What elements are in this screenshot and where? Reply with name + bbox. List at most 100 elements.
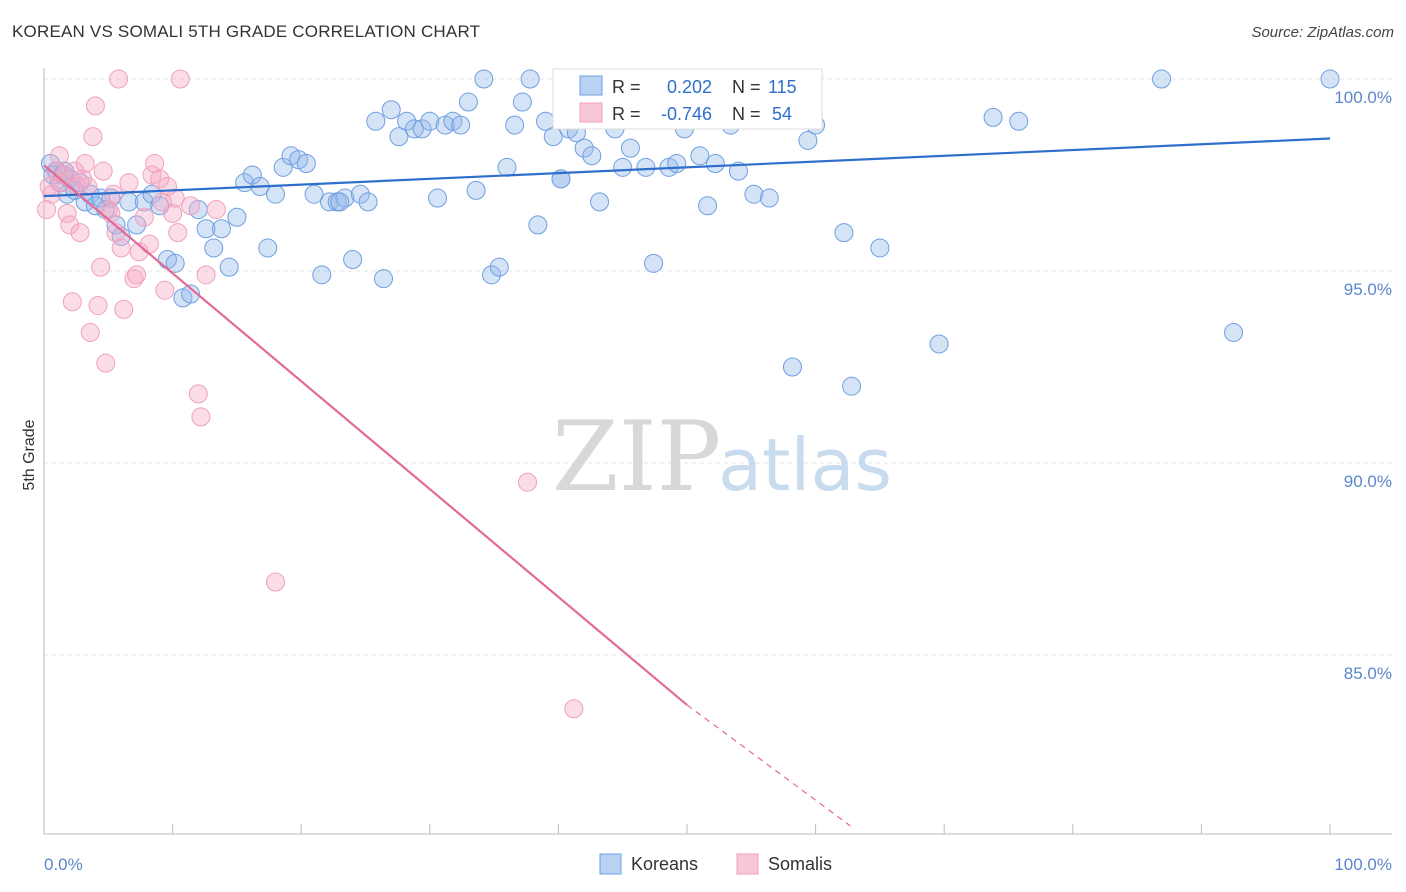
korean-point-57 (428, 188, 448, 208)
somali-point-30 (119, 173, 139, 193)
korean-point-107 (983, 107, 1003, 127)
korean-point-43 (319, 192, 339, 212)
korean-point-93 (705, 153, 725, 173)
korean-point-65 (489, 257, 509, 277)
korean-point-54 (404, 119, 424, 139)
korean-point-113 (330, 192, 350, 212)
somali-point-24 (101, 203, 121, 223)
somali-point-40 (155, 280, 175, 300)
somali-point-22 (96, 353, 116, 373)
korean-point-81 (613, 157, 633, 177)
korean-point-55 (412, 119, 432, 139)
korean-point-50 (374, 269, 394, 289)
somali-point-35 (139, 234, 159, 254)
y-tick-label-2: 90.0% (1344, 472, 1392, 491)
korean-n-value: 115 (768, 77, 797, 97)
korean-point-63 (474, 69, 494, 89)
korean-r-value: 0.202 (667, 77, 712, 97)
somali-points (37, 69, 584, 719)
korean-point-23 (165, 253, 185, 273)
korean-point-61 (458, 92, 478, 112)
somali-point-19 (88, 296, 108, 316)
korean-point-29 (211, 219, 231, 239)
korean-point-92 (698, 196, 718, 216)
somali-point-20 (91, 257, 111, 277)
chart-title: KOREAN VS SOMALI 5TH GRADE CORRELATION C… (12, 22, 481, 41)
somali-trend-extension (686, 704, 851, 827)
somali-point-52 (564, 699, 584, 719)
somali-n-value: 54 (772, 104, 792, 124)
stats-legend: R = 0.202 N = 115 R = -0.746 N = 54 (552, 68, 823, 130)
korean-point-103 (834, 223, 854, 243)
korean-point-31 (227, 207, 247, 227)
x-tick-label-max: 100.0% (1334, 855, 1392, 874)
korean-point-85 (644, 253, 664, 273)
korean-point-114 (551, 169, 571, 189)
korean-point-35 (258, 238, 278, 258)
somali-point-14 (75, 153, 95, 173)
somali-point-5 (52, 173, 72, 193)
somali-r-value: -0.746 (661, 104, 712, 124)
korean-point-78 (590, 192, 610, 212)
somali-point-37 (145, 153, 165, 173)
somali-point-32 (127, 265, 147, 285)
korean-point-68 (512, 92, 532, 112)
somali-n-label: N = (732, 104, 761, 124)
korean-point-28 (204, 238, 224, 258)
korean-point-46 (343, 249, 363, 269)
korean-point-77 (582, 146, 602, 166)
korean-point-98 (744, 184, 764, 204)
somali-point-46 (188, 384, 208, 404)
korean-point-101 (798, 130, 818, 150)
series-legend: Koreans Somalis (599, 853, 832, 875)
korean-point-47 (350, 184, 370, 204)
somali-point-53 (170, 69, 190, 89)
somali-point-10 (65, 161, 85, 181)
korean-point-88 (667, 153, 687, 173)
y-tick-labels: 100.0% 95.0% 90.0% 85.0% (1334, 88, 1392, 683)
korean-point-100 (782, 357, 802, 377)
korean-point-62 (466, 180, 486, 200)
somali-point-8 (60, 215, 80, 235)
somali-point-7 (57, 203, 77, 223)
korean-point-60 (451, 115, 471, 135)
korean-point-33 (242, 165, 262, 185)
korean-point-41 (304, 184, 324, 204)
watermark-zip: ZIP (552, 401, 721, 513)
somali-point-45 (181, 196, 201, 216)
somali-legend-swatch (579, 102, 603, 123)
koreans-legend-swatch (599, 853, 622, 875)
somali-point-4 (49, 146, 69, 166)
korean-point-84 (636, 157, 656, 177)
x-tick-label-min: 0.0% (44, 855, 83, 874)
trend-lines (43, 137, 1331, 827)
somali-point-38 (150, 169, 170, 189)
korean-point-51 (381, 100, 401, 120)
somali-point-49 (206, 200, 226, 220)
somali-point-29 (114, 299, 134, 319)
somali-point-18 (85, 96, 105, 116)
korean-point-48 (358, 192, 378, 212)
korean-point-96 (728, 161, 748, 181)
y-tick-label-3: 85.0% (1344, 664, 1392, 683)
korean-point-69 (520, 69, 540, 89)
korean-point-105 (870, 238, 890, 258)
somali-point-15 (78, 177, 98, 197)
korean-point-45 (335, 188, 355, 208)
korean-point-67 (505, 115, 525, 135)
korean-trend-line (43, 137, 1331, 198)
korean-n-label: N = (732, 77, 761, 97)
korean-point-42 (312, 265, 332, 285)
korean-point-91 (690, 146, 710, 166)
somali-point-28 (111, 238, 131, 258)
korean-legend-swatch (579, 75, 603, 96)
somalis-legend-label: Somalis (768, 854, 832, 874)
x-tick-marks (43, 824, 1331, 834)
korean-point-49 (366, 111, 386, 131)
korean-point-82 (620, 138, 640, 158)
somali-point-9 (62, 292, 82, 312)
korean-point-66 (497, 157, 517, 177)
korean-point-111 (1320, 69, 1340, 89)
somali-point-16 (80, 322, 100, 342)
